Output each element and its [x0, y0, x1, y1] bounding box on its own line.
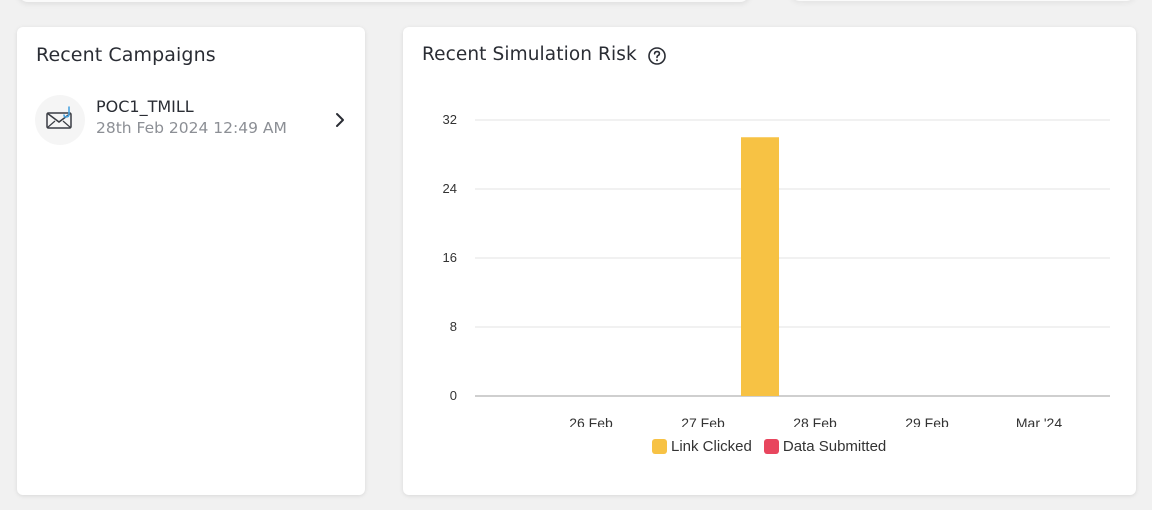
simulation-risk-chart: 0 8 16 24 32 26 Feb 27 Feb 28 Feb 29 Feb Mar '24: [443, 112, 1110, 427]
legend-item-link-clicked[interactable]: Link Clicked: [652, 438, 752, 455]
x-tick-label: 26 Feb: [569, 415, 613, 427]
y-tick-label: 24: [443, 181, 457, 196]
top-panel-edge: [18, 0, 750, 2]
help-circle-icon[interactable]: [647, 46, 667, 66]
simulation-risk-card: Recent Simulation Risk 0 8 16 24 32 26 Feb 27 …: [403, 27, 1136, 495]
chevron-right-icon[interactable]: [333, 111, 347, 129]
simulation-risk-title: Recent Simulation Risk: [422, 44, 637, 65]
bar-link-clicked: [741, 137, 779, 396]
data-submitted-swatch: [763, 438, 779, 454]
recent-campaigns-title: Recent Campaigns: [36, 44, 216, 66]
recent-campaigns-card: Recent Campaigns POC1_TMILL 28th Feb 202…: [17, 27, 365, 495]
y-tick-label: 0: [450, 388, 457, 403]
legend-item-data-submitted[interactable]: Data Submitted: [763, 437, 887, 455]
link-clicked-swatch: [652, 438, 667, 454]
x-tick-label: 29 Feb: [905, 415, 949, 427]
campaign-date: 28th Feb 2024 12:49 AM: [96, 119, 287, 137]
legend-label-link-clicked: Link Clicked: [671, 437, 752, 455]
campaign-avatar: [35, 95, 85, 145]
x-tick-label: 27 Feb: [681, 415, 725, 427]
y-tick-label: 8: [450, 319, 457, 334]
legend-label-data-submitted: Data Submitted: [782, 437, 887, 455]
top-panel-edge-right: [790, 0, 1136, 1]
x-tick-label: Mar '24: [1016, 415, 1062, 427]
y-tick-label: 32: [443, 112, 457, 127]
campaign-list-item[interactable]: POC1_TMILL 28th Feb 2024 12:49 AM: [35, 95, 347, 147]
chart-legend: Link Clicked Data Submitted: [652, 437, 898, 455]
mail-hook-icon: [46, 106, 72, 129]
campaign-name: POC1_TMILL: [96, 97, 194, 116]
x-tick-label: 28 Feb: [793, 415, 837, 427]
y-tick-label: 16: [443, 250, 457, 265]
